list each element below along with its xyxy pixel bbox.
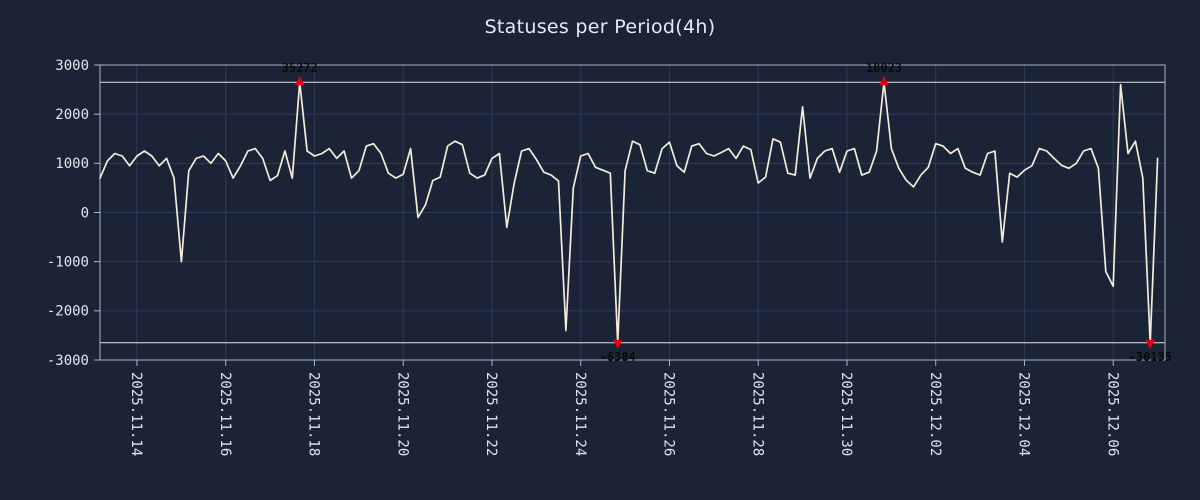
x-tick-label: 2025.11.30 xyxy=(838,372,854,456)
x-tick-label: 2025.11.24 xyxy=(572,372,588,456)
y-tick-label: 1000 xyxy=(55,156,89,172)
extreme-value-label: 35272 xyxy=(282,61,318,75)
extreme-value-label: -30135 xyxy=(1129,350,1172,364)
y-tick-label: -1000 xyxy=(47,254,89,270)
x-tick-label: 2025.11.22 xyxy=(483,372,499,456)
x-tick-label: 2025.11.14 xyxy=(128,372,144,456)
series-line xyxy=(99,81,1159,344)
y-tick-label: -3000 xyxy=(47,353,89,369)
x-tick-label: 2025.12.04 xyxy=(1016,372,1032,456)
y-tick-label: 3000 xyxy=(55,58,89,74)
extreme-value-label: -6384 xyxy=(600,350,636,364)
extreme-marker-down xyxy=(612,339,623,349)
x-tick-label: 2025.11.26 xyxy=(661,372,677,456)
y-tick-label: 0 xyxy=(81,205,89,221)
extreme-marker-up xyxy=(878,76,889,86)
x-tick-label: 2025.12.06 xyxy=(1104,372,1120,456)
extreme-marker-down xyxy=(1145,339,1156,349)
x-tick-label: 2025.11.16 xyxy=(217,372,233,456)
x-tick-label: 2025.11.28 xyxy=(749,372,765,456)
x-tick-label: 2025.11.18 xyxy=(306,372,322,456)
extreme-marker-up xyxy=(294,76,305,86)
extreme-value-label: 18023 xyxy=(866,61,902,75)
y-tick-label: 2000 xyxy=(55,107,89,123)
chart-title: Statuses per Period(4h) xyxy=(484,16,716,38)
x-tick-label: 2025.12.02 xyxy=(927,372,943,456)
y-tick-label: -2000 xyxy=(47,304,89,320)
x-tick-label: 2025.11.20 xyxy=(394,372,410,456)
